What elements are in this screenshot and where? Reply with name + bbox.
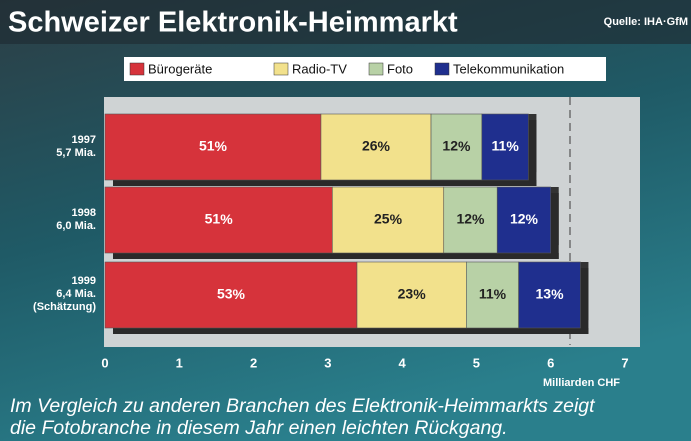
- bar-segment: [430, 113, 483, 181]
- value-label: 51%: [199, 138, 228, 154]
- value-label: 23%: [398, 286, 427, 302]
- caption: die Fotobranche in diesem Jahr einen lei…: [10, 417, 508, 439]
- y-tick-label: 1999: [72, 275, 96, 287]
- x-tick-label: 3: [324, 355, 331, 370]
- x-tick-label: 5: [473, 355, 480, 370]
- x-tick-label: 6: [547, 355, 554, 370]
- bar-segment: [104, 261, 358, 329]
- bar-segment: [496, 186, 552, 254]
- bar-shadow: [113, 328, 589, 334]
- bar-shadow: [580, 268, 589, 334]
- value-label: 12%: [442, 138, 471, 154]
- legend-swatch: [129, 62, 145, 76]
- bar-segment: [104, 113, 322, 181]
- legend-swatch: [273, 62, 289, 76]
- bar-shadow: [113, 253, 559, 259]
- bar-segment: [466, 261, 519, 329]
- legend-label: Foto: [387, 61, 413, 76]
- bar-segment: [332, 186, 445, 254]
- legend-swatch: [368, 62, 384, 76]
- x-axis-label: Milliarden CHF: [543, 377, 620, 389]
- value-label: 11%: [492, 138, 520, 154]
- source: Quelle: IHA·GfM: [604, 16, 688, 28]
- caption: Im Vergleich zu anderen Branchen des Ele…: [10, 395, 596, 417]
- bar-shadow: [113, 180, 537, 186]
- bar-segment: [518, 261, 581, 329]
- y-tick-label: 1997: [72, 134, 96, 146]
- value-label: 12%: [510, 211, 539, 227]
- x-tick-label: 7: [621, 355, 628, 370]
- value-label: 12%: [456, 211, 485, 227]
- bar-segment: [356, 261, 467, 329]
- legend-label: Radio-TV: [292, 61, 347, 76]
- legend-label: Telekommunikation: [453, 61, 564, 76]
- value-label: 51%: [205, 211, 234, 227]
- bar-shadow: [550, 193, 559, 259]
- value-label: 11%: [479, 286, 507, 302]
- value-label: 26%: [362, 138, 391, 154]
- x-tick-label: 0: [101, 355, 108, 370]
- chart-title: Schweizer Elektronik-Heimmarkt: [8, 7, 458, 39]
- y-tick-label: 6,0 Mia.: [56, 220, 96, 232]
- y-tick-label: 1998: [72, 207, 96, 219]
- title-banner: [0, 0, 691, 44]
- value-label: 13%: [536, 286, 565, 302]
- x-tick-label: 4: [399, 355, 407, 370]
- x-tick-label: 1: [176, 355, 183, 370]
- bar-segment: [481, 113, 529, 181]
- y-tick-label: 6,4 Mia.: [56, 288, 96, 300]
- bar-shadow: [528, 120, 537, 186]
- value-label: 53%: [217, 286, 246, 302]
- value-label: 25%: [374, 211, 403, 227]
- y-tick-label: 5,7 Mia.: [56, 147, 96, 159]
- legend-swatch: [434, 62, 450, 76]
- bar-segment: [104, 186, 333, 254]
- x-tick-label: 2: [250, 355, 257, 370]
- legend-label: Bürogeräte: [148, 61, 212, 76]
- y-tick-note: (Schätzung): [33, 301, 96, 313]
- legend: [124, 57, 606, 81]
